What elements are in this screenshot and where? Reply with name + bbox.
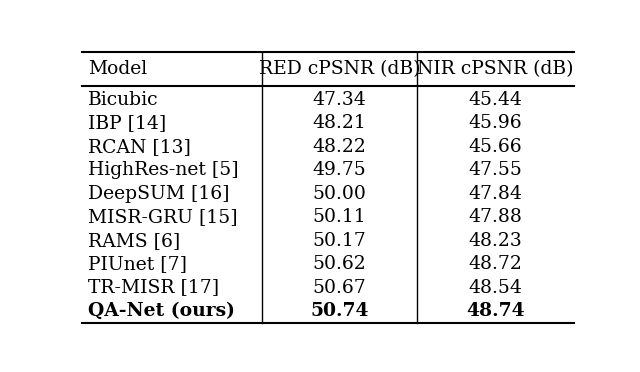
Text: Model: Model (88, 60, 147, 78)
Text: RED cPSNR (dB): RED cPSNR (dB) (259, 60, 420, 78)
Text: RCAN [13]: RCAN [13] (88, 138, 191, 155)
Text: 47.55: 47.55 (468, 161, 522, 179)
Text: 48.23: 48.23 (468, 231, 522, 250)
Text: 50.74: 50.74 (310, 302, 369, 320)
Text: TR-MISR [17]: TR-MISR [17] (88, 279, 220, 296)
Text: 45.96: 45.96 (468, 114, 522, 132)
Text: 47.34: 47.34 (313, 91, 367, 109)
Text: 48.72: 48.72 (468, 255, 522, 273)
Text: NIR cPSNR (dB): NIR cPSNR (dB) (417, 60, 573, 78)
Text: 50.17: 50.17 (313, 231, 367, 250)
Text: 48.21: 48.21 (313, 114, 367, 132)
Text: Bicubic: Bicubic (88, 91, 159, 109)
Text: 45.44: 45.44 (468, 91, 522, 109)
Text: PIUnet [7]: PIUnet [7] (88, 255, 188, 273)
Text: 50.67: 50.67 (313, 279, 367, 296)
Text: QA-Net (ours): QA-Net (ours) (88, 302, 236, 320)
Text: MISR-GRU [15]: MISR-GRU [15] (88, 208, 238, 226)
Text: 45.66: 45.66 (468, 138, 522, 155)
Text: 50.62: 50.62 (313, 255, 367, 273)
Text: 49.75: 49.75 (313, 161, 367, 179)
Text: 47.84: 47.84 (468, 185, 522, 203)
Text: 50.11: 50.11 (313, 208, 366, 226)
Text: 48.54: 48.54 (468, 279, 522, 296)
Text: HighRes-net [5]: HighRes-net [5] (88, 161, 239, 179)
Text: IBP [14]: IBP [14] (88, 114, 166, 132)
Text: RAMS [6]: RAMS [6] (88, 231, 180, 250)
Text: DeepSUM [16]: DeepSUM [16] (88, 185, 230, 203)
Text: 50.00: 50.00 (312, 185, 367, 203)
Text: 48.74: 48.74 (466, 302, 525, 320)
Text: 47.88: 47.88 (468, 208, 522, 226)
Text: 48.22: 48.22 (312, 138, 367, 155)
